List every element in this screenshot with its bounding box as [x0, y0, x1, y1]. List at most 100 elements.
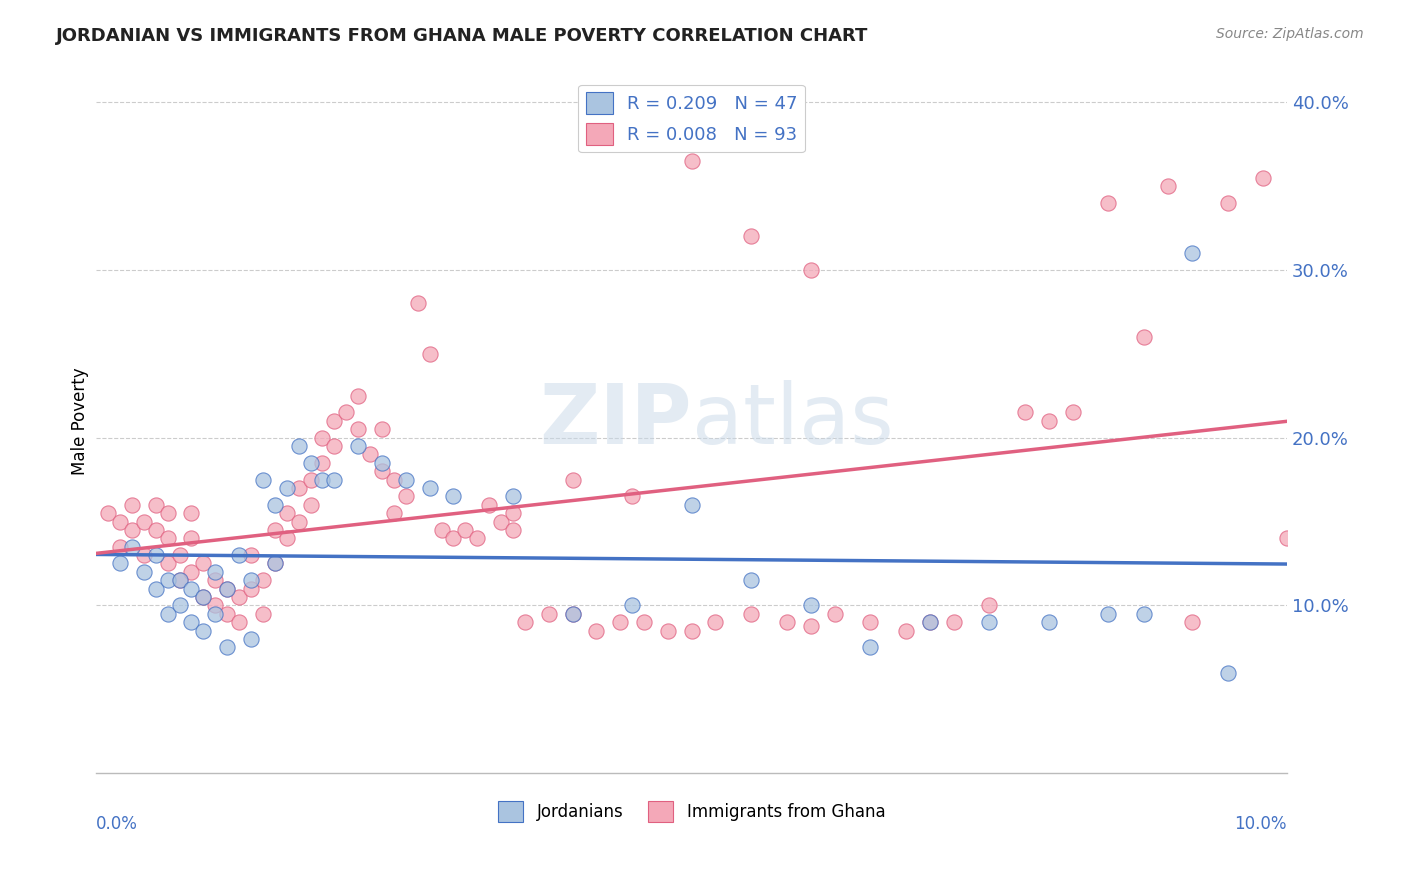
Point	[180, 565, 202, 579]
Point	[204, 573, 226, 587]
Point	[395, 489, 418, 503]
Point	[979, 615, 1001, 630]
Point	[287, 439, 309, 453]
Point	[193, 624, 215, 638]
Point	[204, 599, 226, 613]
Point	[193, 557, 215, 571]
Point	[193, 590, 215, 604]
Point	[121, 523, 143, 537]
Point	[193, 590, 215, 604]
Point	[502, 489, 524, 503]
Point	[918, 615, 941, 630]
Point	[979, 599, 1001, 613]
Point	[621, 599, 644, 613]
Point	[585, 624, 607, 638]
Point	[121, 540, 143, 554]
Text: atlas: atlas	[692, 380, 893, 461]
Point	[156, 607, 179, 621]
Point	[800, 263, 823, 277]
Point	[287, 515, 309, 529]
Point	[740, 229, 762, 244]
Point	[681, 624, 703, 638]
Point	[276, 506, 298, 520]
Point	[918, 615, 941, 630]
Point	[169, 548, 191, 562]
Point	[240, 548, 263, 562]
Point	[204, 565, 226, 579]
Point	[681, 153, 703, 168]
Point	[942, 615, 965, 630]
Point	[156, 531, 179, 545]
Point	[561, 607, 583, 621]
Point	[1097, 607, 1119, 621]
Point	[311, 431, 333, 445]
Point	[1097, 195, 1119, 210]
Point	[252, 573, 274, 587]
Point	[894, 624, 917, 638]
Point	[108, 515, 131, 529]
Point	[108, 540, 131, 554]
Point	[1181, 246, 1204, 260]
Point	[371, 464, 394, 478]
Point	[382, 473, 405, 487]
Point	[347, 439, 370, 453]
Point	[180, 506, 202, 520]
Point	[454, 523, 477, 537]
Point	[252, 607, 274, 621]
Point	[263, 557, 285, 571]
Point	[240, 573, 263, 587]
Point	[217, 582, 239, 596]
Point	[156, 506, 179, 520]
Point	[180, 582, 202, 596]
Point	[169, 599, 191, 613]
Point	[1157, 178, 1180, 193]
Point	[228, 548, 250, 562]
Point	[299, 473, 322, 487]
Text: 0.0%: 0.0%	[96, 815, 138, 833]
Point	[169, 573, 191, 587]
Point	[359, 447, 381, 461]
Point	[1038, 414, 1060, 428]
Point	[145, 523, 167, 537]
Point	[217, 640, 239, 655]
Text: JORDANIAN VS IMMIGRANTS FROM GHANA MALE POVERTY CORRELATION CHART: JORDANIAN VS IMMIGRANTS FROM GHANA MALE …	[56, 27, 869, 45]
Point	[132, 515, 155, 529]
Point	[657, 624, 679, 638]
Point	[156, 557, 179, 571]
Point	[371, 456, 394, 470]
Point	[180, 615, 202, 630]
Point	[156, 573, 179, 587]
Text: ZIP: ZIP	[538, 380, 692, 461]
Legend: Jordanians, Immigrants from Ghana: Jordanians, Immigrants from Ghana	[492, 795, 891, 829]
Point	[145, 548, 167, 562]
Point	[121, 498, 143, 512]
Point	[1038, 615, 1060, 630]
Point	[263, 523, 285, 537]
Point	[1216, 665, 1239, 680]
Y-axis label: Male Poverty: Male Poverty	[72, 367, 89, 475]
Point	[108, 557, 131, 571]
Point	[311, 456, 333, 470]
Point	[704, 615, 727, 630]
Point	[132, 565, 155, 579]
Point	[513, 615, 536, 630]
Point	[406, 296, 429, 310]
Point	[263, 498, 285, 512]
Point	[443, 531, 465, 545]
Point	[740, 607, 762, 621]
Point	[371, 422, 394, 436]
Point	[681, 498, 703, 512]
Point	[1014, 405, 1036, 419]
Point	[1133, 330, 1156, 344]
Point	[347, 389, 370, 403]
Point	[502, 506, 524, 520]
Point	[287, 481, 309, 495]
Point	[276, 531, 298, 545]
Point	[1275, 531, 1298, 545]
Point	[323, 414, 346, 428]
Point	[1133, 607, 1156, 621]
Point	[145, 498, 167, 512]
Point	[347, 422, 370, 436]
Point	[740, 573, 762, 587]
Point	[145, 582, 167, 596]
